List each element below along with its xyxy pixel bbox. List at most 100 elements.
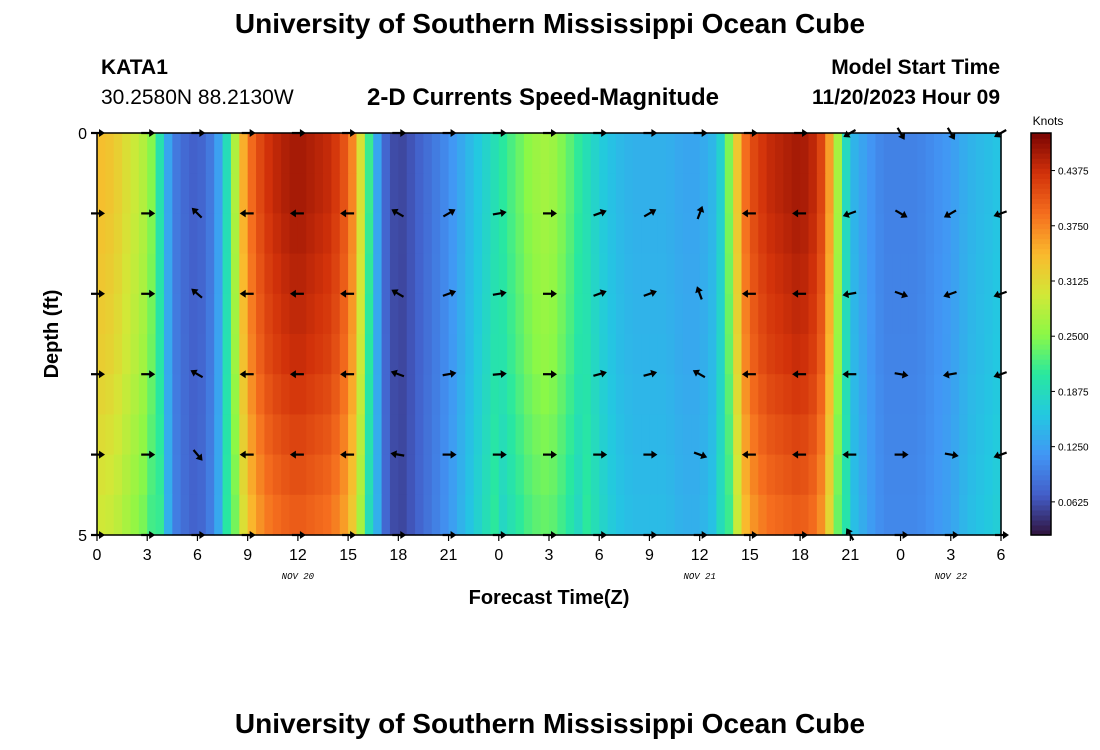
- heatmap-cell: [205, 293, 215, 335]
- heatmap-cell: [632, 293, 642, 335]
- colorbar-segment: [1031, 354, 1051, 360]
- heatmap-cell: [758, 173, 768, 214]
- heatmap-cell: [549, 293, 558, 335]
- heatmap-cell: [205, 213, 215, 255]
- heatmap-cell: [641, 334, 651, 375]
- heatmap-cell: [523, 213, 533, 255]
- vector-arrow: [391, 289, 405, 298]
- heatmap-cell: [473, 494, 483, 536]
- vector-arrow: [340, 450, 355, 459]
- heatmap-cell: [122, 133, 132, 174]
- heatmap-cell: [975, 213, 985, 255]
- heatmap-cell: [816, 133, 826, 174]
- colorbar-tick-label: 0.3125: [1058, 277, 1089, 288]
- heatmap-cell: [816, 173, 826, 214]
- heatmap-cell: [599, 454, 609, 496]
- heatmap-cell: [666, 173, 676, 214]
- colorbar-segment: [1031, 489, 1051, 496]
- heatmap-cell: [122, 293, 132, 335]
- heatmap-cell: [281, 334, 291, 375]
- heatmap-cell: [482, 414, 492, 456]
- heatmap-cell: [456, 454, 466, 496]
- x-tick-label: 3: [143, 547, 152, 564]
- x-tick-label: 9: [243, 547, 252, 564]
- heatmap-cell: [540, 494, 550, 536]
- heatmap-cell: [155, 334, 165, 375]
- heatmap-cell: [590, 414, 600, 456]
- heatmap-cell: [498, 293, 508, 335]
- heatmap-cell: [800, 173, 810, 214]
- heatmap-cell: [180, 374, 190, 415]
- vector-arrow: [191, 207, 203, 219]
- x-tick-label: 12: [289, 547, 307, 564]
- heatmap-cell: [197, 414, 207, 456]
- heatmap-cell: [197, 334, 207, 375]
- heatmap-cell: [482, 494, 492, 536]
- heatmap-cell: [239, 414, 249, 456]
- heatmap-cell: [507, 293, 517, 335]
- heatmap-cell: [590, 173, 600, 214]
- heatmap-cell: [482, 454, 492, 496]
- heatmap-cell: [130, 454, 140, 496]
- colorbar-tick-label: 0.2500: [1058, 332, 1089, 343]
- heatmap-cell: [758, 494, 768, 536]
- colorbar-segment: [1031, 308, 1051, 315]
- heatmap-cell: [423, 133, 433, 174]
- vector-arrow: [192, 449, 203, 461]
- heatmap-cell: [883, 414, 893, 456]
- colorbar-segment: [1031, 203, 1051, 209]
- heatmap-cell: [138, 334, 148, 375]
- heatmap-cell: [867, 414, 877, 456]
- heatmap-cell: [214, 173, 224, 214]
- heatmap-cell: [247, 133, 257, 174]
- heatmap-cell: [800, 334, 810, 375]
- heatmap-cell: [624, 253, 634, 295]
- heatmap-cell: [892, 293, 902, 335]
- heatmap-cell: [758, 414, 768, 456]
- heatmap-cell: [389, 253, 399, 295]
- heatmap-cell: [682, 454, 692, 496]
- heatmap-cell: [574, 454, 584, 496]
- heatmap-cell: [222, 253, 232, 295]
- vector-arrow: [390, 369, 405, 378]
- heatmap-cell: [264, 253, 274, 295]
- heatmap-cell: [984, 414, 994, 456]
- heatmap-cell: [456, 334, 466, 375]
- heatmap-cell: [791, 414, 801, 456]
- heatmap-cell: [615, 374, 625, 415]
- heatmap-cell: [875, 293, 885, 335]
- colorbar-segment: [1031, 193, 1051, 199]
- heatmap-cell: [540, 293, 550, 335]
- heatmap-cell: [239, 454, 249, 496]
- heatmap-cell: [331, 374, 341, 415]
- heatmap-cell: [875, 133, 885, 174]
- colorbar-segment: [1031, 529, 1051, 536]
- heatmap-cell: [615, 293, 625, 335]
- colorbar-tick-label: 0.4375: [1058, 167, 1089, 178]
- colorbar-segment: [1031, 318, 1051, 325]
- heatmap-cell: [716, 374, 726, 415]
- heatmap-cell: [615, 173, 625, 214]
- heatmap-cell: [590, 454, 600, 496]
- heatmap-cell: [892, 213, 902, 255]
- heatmap-cell: [431, 213, 441, 255]
- heatmap-cell: [348, 253, 358, 295]
- heatmap-cell: [205, 374, 215, 415]
- colorbar-segment: [1031, 293, 1051, 300]
- heatmap-cell: [172, 133, 182, 174]
- heatmap-cell: [867, 133, 877, 174]
- heatmap-cell: [599, 173, 609, 214]
- heatmap-cell: [925, 133, 935, 174]
- heatmap-cell: [440, 334, 450, 375]
- heatmap-cell: [490, 293, 500, 335]
- heatmap-cell: [917, 494, 927, 536]
- heatmap-cell: [256, 494, 266, 536]
- heatmap-cell: [423, 374, 433, 415]
- heatmap-cell: [398, 133, 408, 174]
- heatmap-cell: [582, 173, 592, 214]
- heatmap-cell: [323, 253, 332, 295]
- vector-arrow: [792, 450, 807, 459]
- heatmap-cell: [967, 173, 977, 214]
- colorbar-segment: [1031, 359, 1051, 365]
- x-tick-label: 18: [791, 547, 809, 564]
